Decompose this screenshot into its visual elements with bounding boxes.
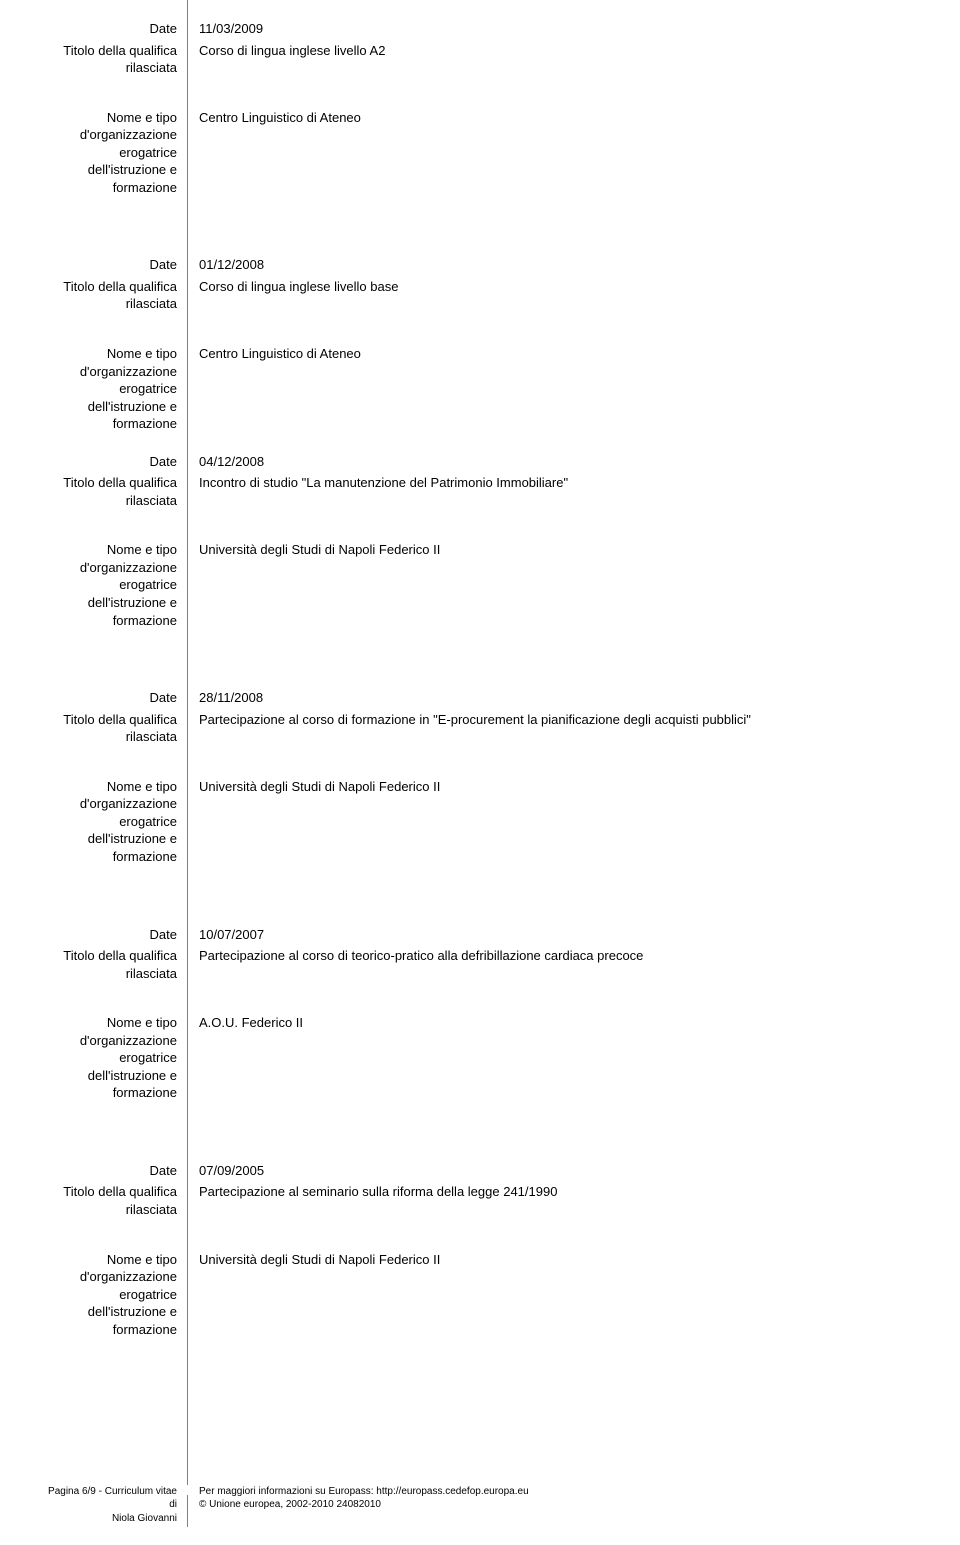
value-title: Partecipazione al seminario sulla riform… bbox=[187, 1183, 920, 1218]
label-title: Titolo della qualifica rilasciata bbox=[40, 42, 187, 77]
value-date: 01/12/2008 bbox=[187, 256, 920, 274]
label-org-l4: formazione bbox=[40, 415, 177, 433]
label-org-l3: erogatrice dell'istruzione e bbox=[40, 1049, 177, 1084]
value-org: Centro Linguistico di Ateneo bbox=[187, 345, 920, 433]
footer-info-url: Per maggiori informazioni su Europass: h… bbox=[199, 1485, 920, 1499]
value-org: Centro Linguistico di Ateneo bbox=[187, 109, 920, 197]
label-date: Date bbox=[40, 926, 187, 944]
label-org-l1: Nome e tipo bbox=[40, 1014, 177, 1032]
value-title: Partecipazione al corso di teorico-prati… bbox=[187, 947, 920, 982]
vertical-divider bbox=[187, 0, 188, 1485]
value-date: 07/09/2005 bbox=[187, 1162, 920, 1180]
value-date: 11/03/2009 bbox=[187, 20, 920, 38]
footer-left: Pagina 6/9 - Curriculum vitae di Niola G… bbox=[40, 1485, 187, 1526]
label-title-l2: rilasciata bbox=[40, 492, 177, 510]
value-title: Corso di lingua inglese livello base bbox=[187, 278, 920, 313]
label-org: Nome e tipo d'organizzazione erogatrice … bbox=[40, 345, 187, 433]
label-title-l2: rilasciata bbox=[40, 965, 177, 983]
label-org-l4: formazione bbox=[40, 1084, 177, 1102]
label-title: Titolo della qualifica rilasciata bbox=[40, 711, 187, 746]
label-org: Nome e tipo d'organizzazione erogatrice … bbox=[40, 541, 187, 629]
label-org-l2: d'organizzazione bbox=[40, 363, 177, 381]
label-date: Date bbox=[40, 20, 187, 38]
label-title: Titolo della qualifica rilasciata bbox=[40, 474, 187, 509]
label-org-l1: Nome e tipo bbox=[40, 345, 177, 363]
label-org: Nome e tipo d'organizzazione erogatrice … bbox=[40, 1014, 187, 1102]
label-date: Date bbox=[40, 1162, 187, 1180]
footer-copyright: © Unione europea, 2002-2010 24082010 bbox=[199, 1498, 920, 1512]
label-org-l3: erogatrice dell'istruzione e bbox=[40, 576, 177, 611]
label-date: Date bbox=[40, 256, 187, 274]
label-org-l1: Nome e tipo bbox=[40, 541, 177, 559]
label-org-l1: Nome e tipo bbox=[40, 778, 177, 796]
footer-right: Per maggiori informazioni su Europass: h… bbox=[187, 1485, 920, 1526]
label-org-l4: formazione bbox=[40, 179, 177, 197]
value-title: Incontro di studio "La manutenzione del … bbox=[187, 474, 920, 509]
value-date: 28/11/2008 bbox=[187, 689, 920, 707]
cv-entry: Date 28/11/2008 Titolo della qualifica r… bbox=[40, 689, 920, 865]
label-org-l3: erogatrice dell'istruzione e bbox=[40, 144, 177, 179]
label-title-l1: Titolo della qualifica bbox=[40, 947, 177, 965]
footer-page-info: Pagina 6/9 - Curriculum vitae di bbox=[40, 1485, 177, 1512]
label-title-l1: Titolo della qualifica bbox=[40, 42, 177, 60]
value-title: Corso di lingua inglese livello A2 bbox=[187, 42, 920, 77]
cv-entry: Date 01/12/2008 Titolo della qualifica r… bbox=[40, 256, 920, 432]
label-title: Titolo della qualifica rilasciata bbox=[40, 1183, 187, 1218]
label-title-l1: Titolo della qualifica bbox=[40, 1183, 177, 1201]
label-date: Date bbox=[40, 689, 187, 707]
label-title-l1: Titolo della qualifica bbox=[40, 474, 177, 492]
label-title: Titolo della qualifica rilasciata bbox=[40, 947, 187, 982]
page-footer: Pagina 6/9 - Curriculum vitae di Niola G… bbox=[40, 1485, 920, 1526]
label-org-l2: d'organizzazione bbox=[40, 126, 177, 144]
value-org: Università degli Studi di Napoli Federic… bbox=[187, 1251, 920, 1339]
footer-name: Niola Giovanni bbox=[40, 1512, 177, 1526]
value-org: Università degli Studi di Napoli Federic… bbox=[187, 778, 920, 866]
label-title-l1: Titolo della qualifica bbox=[40, 278, 177, 296]
value-org: A.O.U. Federico II bbox=[187, 1014, 920, 1102]
label-date: Date bbox=[40, 453, 187, 471]
cv-entry: Date 04/12/2008 Titolo della qualifica r… bbox=[40, 453, 920, 629]
value-date: 10/07/2007 bbox=[187, 926, 920, 944]
label-title-l2: rilasciata bbox=[40, 59, 177, 77]
cv-entry: Date 11/03/2009 Titolo della qualifica r… bbox=[40, 20, 920, 196]
cv-entry: Date 10/07/2007 Titolo della qualifica r… bbox=[40, 926, 920, 1102]
label-org-l3: erogatrice dell'istruzione e bbox=[40, 1286, 177, 1321]
label-org-l4: formazione bbox=[40, 848, 177, 866]
value-date: 04/12/2008 bbox=[187, 453, 920, 471]
label-title-l2: rilasciata bbox=[40, 1201, 177, 1219]
label-org-l3: erogatrice dell'istruzione e bbox=[40, 813, 177, 848]
label-org-l4: formazione bbox=[40, 612, 177, 630]
label-org: Nome e tipo d'organizzazione erogatrice … bbox=[40, 1251, 187, 1339]
value-title: Partecipazione al corso di formazione in… bbox=[187, 711, 920, 746]
label-org: Nome e tipo d'organizzazione erogatrice … bbox=[40, 778, 187, 866]
label-org-l2: d'organizzazione bbox=[40, 1268, 177, 1286]
label-title-l1: Titolo della qualifica bbox=[40, 711, 177, 729]
cv-page: Date 11/03/2009 Titolo della qualifica r… bbox=[0, 0, 960, 1362]
label-org-l2: d'organizzazione bbox=[40, 795, 177, 813]
cv-entry: Date 07/09/2005 Titolo della qualifica r… bbox=[40, 1162, 920, 1338]
label-org-l2: d'organizzazione bbox=[40, 559, 177, 577]
label-title-l2: rilasciata bbox=[40, 728, 177, 746]
label-org-l1: Nome e tipo bbox=[40, 1251, 177, 1269]
label-title: Titolo della qualifica rilasciata bbox=[40, 278, 187, 313]
label-org-l3: erogatrice dell'istruzione e bbox=[40, 380, 177, 415]
label-title-l2: rilasciata bbox=[40, 295, 177, 313]
label-org-l1: Nome e tipo bbox=[40, 109, 177, 127]
label-org-l4: formazione bbox=[40, 1321, 177, 1339]
label-org: Nome e tipo d'organizzazione erogatrice … bbox=[40, 109, 187, 197]
label-org-l2: d'organizzazione bbox=[40, 1032, 177, 1050]
value-org: Università degli Studi di Napoli Federic… bbox=[187, 541, 920, 629]
